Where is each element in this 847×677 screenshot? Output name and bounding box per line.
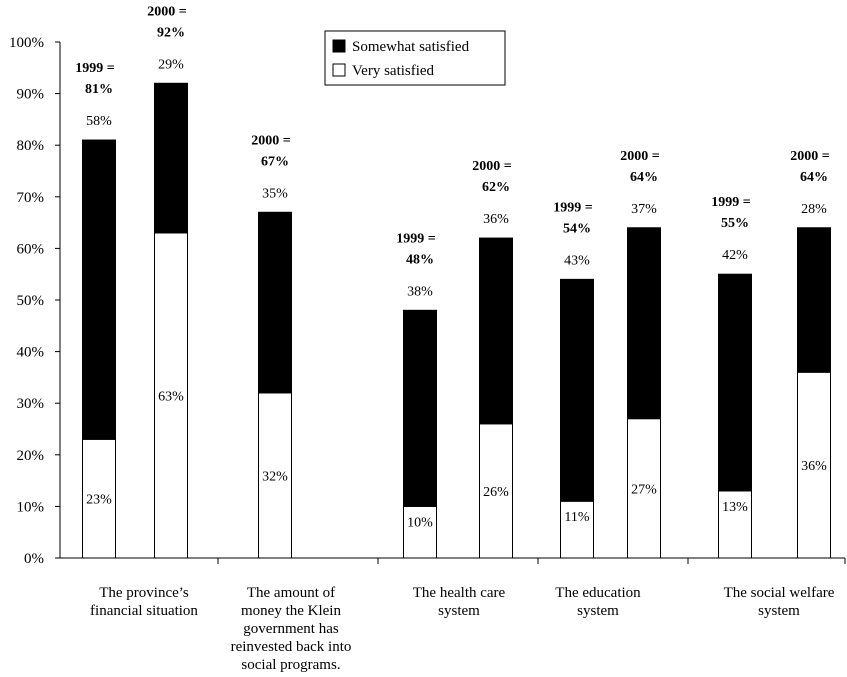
y-tick-label: 10% <box>17 499 45 515</box>
bar-segment-somewhat-satisfied <box>154 82 188 234</box>
category-label-line: The social welfare <box>724 585 835 601</box>
total-label-value: 48% <box>406 252 434 267</box>
total-label-year: 2000 = <box>790 149 830 164</box>
category-label: The amount of money the Klein government h… <box>231 585 352 673</box>
data-label-somewhat-satisfied: 37% <box>631 202 657 217</box>
total-label-value: 64% <box>630 170 658 185</box>
category-label-line: system <box>758 603 800 619</box>
data-label-somewhat-satisfied: 38% <box>407 284 433 299</box>
bar-segment-very-satisfied <box>258 392 292 559</box>
bar-layer <box>82 82 831 559</box>
y-tick-label: 70% <box>17 190 45 206</box>
total-label-year: 2000 = <box>472 159 512 174</box>
total-label-value: 62% <box>482 180 510 195</box>
y-tick-label: 30% <box>17 396 45 412</box>
category-label-line: system <box>438 603 480 619</box>
data-label-very-satisfied: 27% <box>631 482 657 497</box>
data-label-very-satisfied: 13% <box>722 500 748 515</box>
data-label-somewhat-satisfied: 29% <box>158 57 184 72</box>
bar-segment-very-satisfied <box>627 418 661 559</box>
category-label-line: financial situation <box>90 603 198 619</box>
bar-segment-somewhat-satisfied <box>627 227 661 420</box>
axis-layer: 0% 10% 20% 30% 40% 50% 60% 70% 80% 90% 100% <box>9 35 846 567</box>
total-label-value: 54% <box>563 221 591 236</box>
bar-segment-somewhat-satisfied <box>403 309 437 507</box>
bar-segment-somewhat-satisfied <box>718 273 752 492</box>
legend-label-very-satisfied: Very satisfied <box>352 63 435 79</box>
data-label-somewhat-satisfied: 28% <box>801 202 827 217</box>
data-label-somewhat-satisfied: 35% <box>262 186 288 201</box>
total-label-year: 2000 = <box>251 133 291 148</box>
total-label-value: 92% <box>157 25 185 40</box>
data-label-very-satisfied: 26% <box>483 485 509 500</box>
category-label-line: government has <box>243 621 339 637</box>
data-label-very-satisfied: 63% <box>158 389 184 404</box>
data-label-very-satisfied: 23% <box>86 493 112 508</box>
total-label-value: 81% <box>85 82 113 97</box>
data-label-very-satisfied: 11% <box>564 510 589 525</box>
y-tick-label: 80% <box>17 138 45 154</box>
legend: Somewhat satisfied Very satisfied <box>324 30 506 86</box>
y-tick-label: 60% <box>17 241 45 257</box>
bar-segment-somewhat-satisfied <box>82 139 116 440</box>
data-label-somewhat-satisfied: 43% <box>564 253 590 268</box>
bar-segment-very-satisfied <box>154 232 188 559</box>
data-label-very-satisfied: 32% <box>262 469 288 484</box>
legend-swatch-very-satisfied <box>332 63 346 77</box>
legend-swatch-somewhat-satisfied <box>332 39 346 53</box>
y-tick-label: 40% <box>17 345 45 361</box>
category-label-line: The province’s <box>99 585 189 601</box>
data-label-somewhat-satisfied: 58% <box>86 114 112 129</box>
bar-segment-somewhat-satisfied <box>560 278 594 502</box>
data-label-very-satisfied: 10% <box>407 515 433 530</box>
legend-label-somewhat-satisfied: Somewhat satisfied <box>352 39 470 55</box>
category-label-line: money the Klein <box>241 603 341 619</box>
bar-segment-very-satisfied <box>403 505 437 559</box>
y-tick-label: 0% <box>24 551 44 567</box>
category-label-line: The amount of <box>247 585 335 601</box>
bar-segment-somewhat-satisfied <box>797 227 831 373</box>
y-tick-label: 20% <box>17 448 45 464</box>
data-label-somewhat-satisfied: 36% <box>483 212 509 227</box>
label-layer: The province’s financial situation 23% 58% 1… <box>75 4 834 673</box>
bar-segment-very-satisfied <box>479 423 513 559</box>
category-label-line: system <box>577 603 619 619</box>
total-label-year: 1999 = <box>396 231 436 246</box>
bar-segment-very-satisfied <box>718 490 752 559</box>
total-label-year: 2000 = <box>620 149 660 164</box>
y-tick-label: 50% <box>17 293 45 309</box>
total-label-year: 2000 = <box>147 4 187 19</box>
total-label-year: 1999 = <box>75 61 115 76</box>
category-label: The education system <box>555 585 641 619</box>
total-label-value: 64% <box>800 170 828 185</box>
y-tick-label: 90% <box>17 87 45 103</box>
total-label-value: 67% <box>261 154 289 169</box>
category-label: The health care system <box>413 585 506 619</box>
category-label-line: The education <box>555 585 641 601</box>
total-label-value: 55% <box>721 216 749 231</box>
category-label-line: The health care <box>413 585 506 601</box>
bar-segment-very-satisfied <box>82 438 116 559</box>
data-label-somewhat-satisfied: 42% <box>722 248 748 263</box>
bar-segment-somewhat-satisfied <box>479 237 513 425</box>
legend-box <box>324 30 506 86</box>
total-label-year: 1999 = <box>711 195 751 210</box>
category-label: The province’s financial situation <box>90 585 198 619</box>
category-label: The social welfare system <box>724 585 835 619</box>
category-label-line: social programs. <box>241 657 340 673</box>
y-tick-label: 100% <box>9 35 44 51</box>
category-label-line: reinvested back into <box>231 639 352 655</box>
total-label-year: 1999 = <box>553 200 593 215</box>
bar-segment-very-satisfied <box>797 371 831 559</box>
data-label-very-satisfied: 36% <box>801 459 827 474</box>
bar-segment-somewhat-satisfied <box>258 211 292 394</box>
